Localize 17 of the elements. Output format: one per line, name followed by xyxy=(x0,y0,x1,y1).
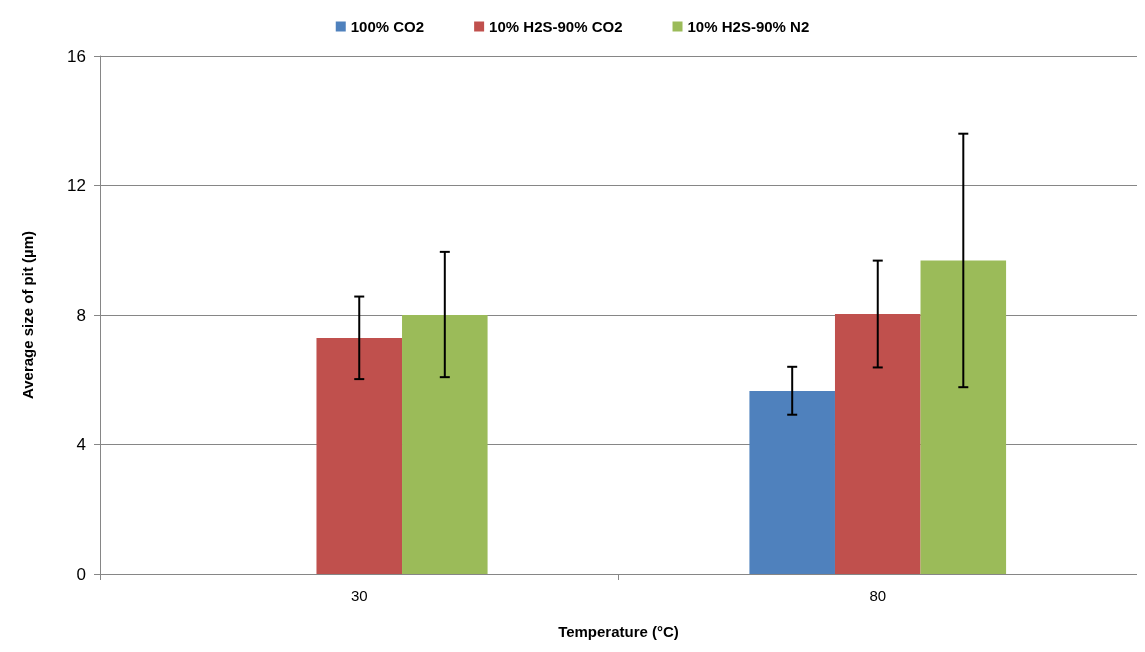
bar xyxy=(834,314,921,574)
y-tick-label: 0 xyxy=(76,564,86,584)
x-tick-label: 30 xyxy=(350,587,368,604)
x-axis-title: Temperature (°C) xyxy=(558,623,679,640)
y-tick-label: 16 xyxy=(67,46,86,66)
legend-label: 10% H2S-90% N2 xyxy=(687,18,810,35)
y-tick-label: 12 xyxy=(67,176,86,195)
bar xyxy=(316,337,403,574)
bar xyxy=(749,391,835,574)
y-tick-label: 8 xyxy=(76,305,86,325)
y-tick-label: 4 xyxy=(76,435,86,454)
legend-label: 10% H2S-90% CO2 xyxy=(489,18,623,35)
legend-label: 100% CO2 xyxy=(350,18,425,35)
x-tick-label: 80 xyxy=(869,587,887,604)
bar xyxy=(920,260,1007,574)
bar xyxy=(402,315,488,574)
y-axis-title: Average size of pit (µm) xyxy=(19,230,36,400)
